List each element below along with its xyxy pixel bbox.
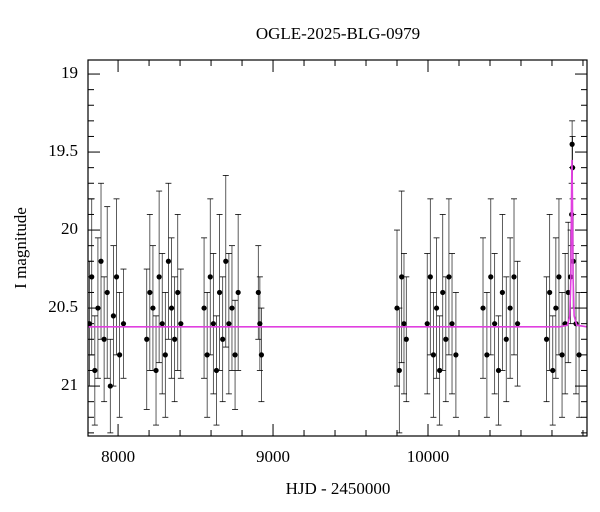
data-point (113, 274, 120, 280)
data-point (424, 321, 430, 327)
data-point (165, 258, 172, 264)
data-point (226, 321, 232, 327)
data-point (488, 274, 494, 280)
data-point (201, 305, 207, 311)
data-point (220, 336, 226, 342)
plot-frame (87, 59, 588, 437)
data-point (480, 305, 486, 311)
model-curve (88, 159, 587, 328)
data-point (440, 289, 446, 296)
data-point (210, 321, 216, 327)
data-point (403, 336, 409, 342)
data-point (178, 321, 184, 327)
data-point (101, 336, 107, 342)
data-point (437, 367, 443, 374)
y-tick-label: 19.5 (48, 141, 78, 160)
data-point (156, 274, 162, 280)
data-point (92, 367, 98, 374)
data-point (543, 336, 550, 342)
x-axis-label: HJD - 2450000 (286, 479, 391, 498)
data-point (175, 289, 181, 296)
data-point (207, 274, 213, 280)
data-point (511, 274, 517, 280)
data-point (553, 305, 559, 311)
y-axis-label: I magnitude (11, 207, 30, 289)
data-point (443, 336, 449, 342)
data-point (550, 367, 556, 374)
data-point (556, 274, 562, 280)
data-point (159, 321, 165, 327)
data-point (223, 258, 229, 264)
data-point (120, 321, 127, 327)
data-point (153, 367, 159, 374)
data-point (216, 289, 223, 296)
data-point (499, 289, 505, 296)
y-tick-label: 20 (61, 219, 78, 238)
data-point (162, 352, 168, 358)
data-point (204, 352, 210, 358)
data-point (492, 321, 498, 327)
data-point (172, 336, 178, 342)
data-point (232, 352, 238, 358)
x-tick-label: 9000 (256, 447, 290, 466)
data-point (213, 367, 220, 374)
data-point (503, 336, 509, 342)
data-point (446, 274, 452, 280)
data-point (430, 352, 437, 358)
data-point (150, 305, 156, 311)
data-point (401, 321, 407, 327)
data-point (144, 336, 150, 342)
x-tick-label: 10000 (407, 447, 450, 466)
y-tick-label: 19 (61, 63, 78, 82)
data-point (98, 258, 104, 264)
data-point (449, 321, 455, 327)
x-tick-label: 8000 (101, 447, 135, 466)
data-point (168, 305, 175, 311)
data-point (229, 305, 235, 311)
data-point (117, 352, 123, 358)
data-point (569, 141, 575, 147)
data-point (565, 289, 571, 296)
data-point (433, 305, 440, 311)
data-point (514, 321, 521, 327)
data-point (396, 367, 402, 374)
data-point (507, 305, 513, 311)
chart-title: OGLE-2025-BLG-0979 (256, 24, 420, 43)
data-point (258, 352, 265, 358)
data-point (399, 274, 405, 280)
data-point (453, 352, 459, 358)
data-point (427, 274, 433, 280)
y-tick-label: 21 (61, 375, 78, 394)
data-point (110, 313, 117, 319)
data-point (576, 352, 582, 358)
data-point (235, 289, 241, 296)
data-point (147, 289, 153, 296)
data-point (559, 352, 565, 358)
y-tick-label: 20.5 (48, 297, 78, 316)
data-point (547, 289, 553, 296)
data-point (484, 352, 490, 358)
data-point (104, 289, 110, 296)
data-point (107, 383, 113, 389)
data-point (495, 367, 502, 374)
plot-area (88, 120, 587, 434)
